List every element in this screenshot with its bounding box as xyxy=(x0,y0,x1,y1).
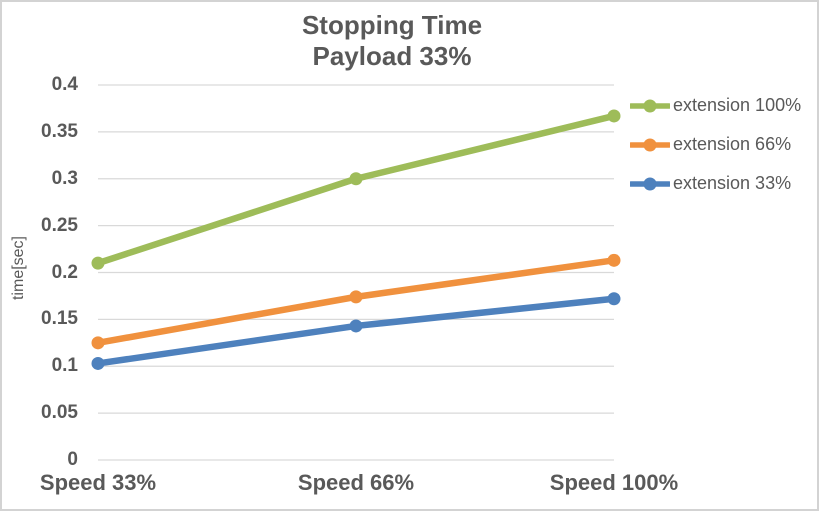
legend-dot xyxy=(643,177,657,190)
data-point-extension-33 xyxy=(349,319,363,333)
data-point-extension-66 xyxy=(91,336,105,350)
y-tick-label: 0.05 xyxy=(41,402,78,424)
x-tick-label: Speed 66% xyxy=(297,470,415,495)
y-tick-label: 0.1 xyxy=(51,355,78,377)
series-line-extension-100 xyxy=(94,112,618,267)
data-point-extension-66 xyxy=(349,290,363,304)
y-tick-label: 0.35 xyxy=(41,120,78,142)
chart-title-line2: Payload 33% xyxy=(312,41,472,71)
legend-item-extension-100: extension 100% xyxy=(630,86,801,125)
legend: extension 100% extension 66% extension 33% xyxy=(630,86,801,203)
x-tick-label: Speed 33% xyxy=(39,470,157,495)
legend-item-extension-33: extension 33% xyxy=(630,164,801,203)
legend-line-marker-icon xyxy=(630,99,670,112)
data-point-extension-100 xyxy=(349,172,363,186)
y-tick-label: 0.4 xyxy=(51,74,78,95)
y-tick-label: 0.15 xyxy=(41,308,78,330)
data-point-extension-66 xyxy=(607,253,621,267)
legend-label: extension 66% xyxy=(673,134,792,154)
legend-line-marker-icon xyxy=(630,138,670,151)
legend-label: extension 100% xyxy=(673,95,802,115)
legend-item-extension-66: extension 66% xyxy=(630,125,801,164)
data-point-extension-100 xyxy=(607,109,621,123)
data-point-extension-100 xyxy=(91,256,105,270)
chart-title: Stopping Time Payload 33% xyxy=(2,10,782,72)
y-tick-label: 0.2 xyxy=(51,261,78,283)
data-point-extension-33 xyxy=(607,292,621,306)
x-tick-label: Speed 100% xyxy=(549,470,679,495)
y-tick-label: 0.25 xyxy=(41,214,78,236)
legend-dot xyxy=(643,99,657,112)
legend-label: extension 33% xyxy=(673,173,792,193)
legend-line-marker-icon xyxy=(630,177,670,190)
y-tick-label: 0 xyxy=(67,449,78,470)
data-point-extension-33 xyxy=(91,356,105,370)
y-tick-label: 0.3 xyxy=(51,167,78,189)
legend-dot xyxy=(643,138,657,151)
chart-title-line1: Stopping Time xyxy=(301,10,483,40)
